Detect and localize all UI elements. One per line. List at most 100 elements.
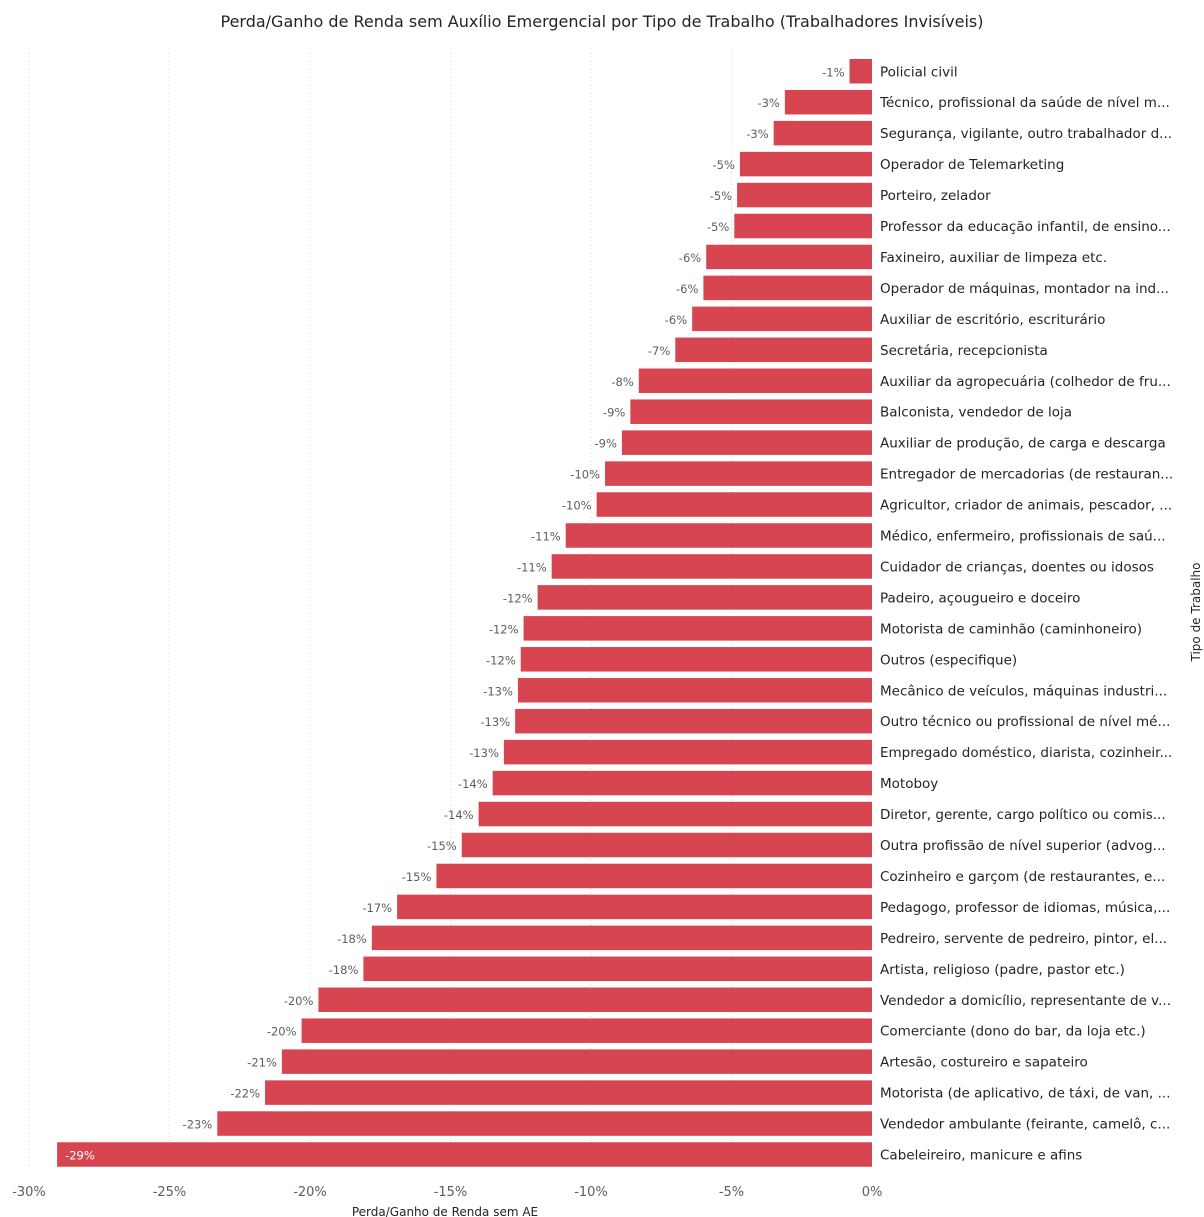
data-label: -10% bbox=[562, 499, 592, 513]
category-labels: Policial civil Técnico, profissional da s… bbox=[879, 64, 1173, 1163]
bar bbox=[397, 894, 872, 920]
bar bbox=[478, 801, 872, 827]
data-label: -10% bbox=[570, 468, 600, 482]
x-axis-ticks: -30% -25% -20% -15% -10% -5% 0% bbox=[12, 1185, 882, 1200]
bar bbox=[605, 461, 872, 486]
category-label: Cozinheiro e garçom (de restaurantes, e.… bbox=[880, 869, 1165, 885]
category-label: Técnico, profissional da saúde de nível … bbox=[879, 95, 1170, 111]
bar bbox=[217, 1111, 872, 1136]
category-label: Entregador de mercadorias (de restauran.… bbox=[880, 467, 1173, 483]
bar bbox=[537, 585, 872, 610]
data-label: -20% bbox=[284, 994, 314, 1008]
data-labels: -1% -3% -3% -5% -5% -5% -6% -6% -6% -7% -8% -9% -9% -… bbox=[65, 65, 844, 1162]
x-tick-label: -20% bbox=[293, 1185, 327, 1200]
category-label: Comerciante (dono do bar, da loja etc.) bbox=[880, 1024, 1146, 1040]
bar bbox=[517, 678, 872, 703]
category-label: Pedreiro, servente de pedreiro, pintor, … bbox=[880, 931, 1167, 947]
category-label: Operador de Telemarketing bbox=[880, 157, 1064, 173]
bar bbox=[492, 770, 872, 796]
x-tick-label: -25% bbox=[153, 1185, 187, 1200]
category-label: Outro técnico ou profissional de nível m… bbox=[880, 714, 1170, 730]
bar bbox=[739, 151, 872, 177]
category-label: Secretária, recepcionista bbox=[880, 343, 1048, 359]
data-label: -12% bbox=[486, 653, 516, 667]
bar bbox=[565, 523, 872, 548]
data-label: -6% bbox=[676, 282, 698, 296]
data-label: -12% bbox=[489, 622, 519, 636]
data-label: -17% bbox=[362, 901, 392, 915]
bar bbox=[621, 430, 872, 455]
x-tick-label: 0% bbox=[862, 1185, 883, 1200]
data-label: -23% bbox=[183, 1118, 213, 1132]
category-label: Motorista de caminhão (caminhoneiro) bbox=[880, 621, 1142, 637]
bar bbox=[436, 863, 872, 889]
bar bbox=[737, 182, 872, 208]
data-label: -22% bbox=[230, 1087, 260, 1101]
bar bbox=[596, 492, 872, 517]
category-label: Outra profissão de nível superior (advog… bbox=[880, 838, 1166, 854]
data-label: -11% bbox=[531, 530, 561, 544]
bar bbox=[363, 956, 872, 982]
category-label: Professor da educação infantil, de ensin… bbox=[880, 219, 1171, 235]
category-label: Segurança, vigilante, outro trabalhador … bbox=[880, 126, 1172, 142]
category-label: Vendedor ambulante (feirante, camelô, c.… bbox=[880, 1117, 1170, 1133]
category-label: Balconista, vendedor de loja bbox=[880, 405, 1072, 421]
data-label: -5% bbox=[707, 220, 729, 234]
category-label: Motorista (de aplicativo, de táxi, de va… bbox=[880, 1086, 1171, 1102]
bar bbox=[515, 708, 872, 734]
category-label: Auxiliar de escritório, escriturário bbox=[880, 312, 1105, 328]
data-label: -13% bbox=[469, 746, 499, 760]
data-label: -20% bbox=[267, 1025, 297, 1039]
bar bbox=[784, 89, 872, 115]
category-label: Auxiliar da agropecuária (colhedor de fr… bbox=[880, 374, 1171, 390]
category-label: Policial civil bbox=[880, 64, 958, 80]
category-label: Pedagogo, professor de idiomas, música,.… bbox=[880, 900, 1170, 916]
bar bbox=[849, 59, 872, 84]
category-label: Artista, religioso (padre, pastor etc.) bbox=[880, 962, 1125, 978]
bar bbox=[503, 739, 872, 765]
bar bbox=[734, 213, 872, 239]
data-label: -9% bbox=[595, 437, 617, 451]
category-label: Agricultor, criador de animais, pescador… bbox=[880, 498, 1172, 514]
bar bbox=[638, 368, 872, 393]
category-label: Faxineiro, auxiliar de limpeza etc. bbox=[880, 250, 1107, 266]
bar bbox=[461, 832, 872, 858]
bar bbox=[281, 1049, 872, 1074]
x-tick-label: -5% bbox=[719, 1185, 744, 1200]
data-label: -12% bbox=[503, 591, 533, 605]
bar bbox=[706, 244, 872, 270]
bars bbox=[57, 59, 873, 1167]
category-label: Padeiro, açougueiro e doceiro bbox=[880, 590, 1080, 606]
y-axis-title: Tipo de Trabalho bbox=[1189, 563, 1203, 663]
category-label: Motoboy bbox=[880, 776, 938, 792]
data-label: -6% bbox=[665, 313, 687, 327]
data-label: -14% bbox=[444, 808, 474, 822]
category-label: Artesão, costureiro e sapateiro bbox=[880, 1055, 1088, 1071]
data-label: -15% bbox=[402, 870, 432, 884]
bar bbox=[692, 306, 872, 332]
bar bbox=[318, 987, 872, 1012]
category-label: Outros (especifique) bbox=[880, 652, 1017, 668]
category-label: Cabeleireiro, manicure e afins bbox=[880, 1148, 1082, 1164]
data-label: -3% bbox=[746, 127, 768, 141]
data-label: -8% bbox=[611, 375, 633, 389]
data-label: -15% bbox=[427, 839, 457, 853]
data-label: -7% bbox=[648, 344, 670, 358]
bar bbox=[520, 647, 872, 672]
x-tick-label: -15% bbox=[434, 1185, 468, 1200]
category-label: Vendedor a domicílio, representante de v… bbox=[880, 993, 1171, 1009]
category-label: Porteiro, zelador bbox=[880, 188, 991, 204]
data-label: -6% bbox=[679, 251, 701, 265]
x-tick-label: -30% bbox=[12, 1185, 46, 1200]
data-label: -3% bbox=[757, 96, 779, 110]
bar bbox=[265, 1080, 872, 1105]
bar bbox=[703, 275, 872, 301]
bar bbox=[57, 1142, 873, 1167]
data-label: -18% bbox=[329, 963, 359, 977]
data-label: -9% bbox=[603, 406, 625, 420]
x-tick-label: -10% bbox=[574, 1185, 608, 1200]
data-label: -1% bbox=[822, 65, 844, 79]
bar bbox=[675, 337, 872, 363]
x-axis-title: Perda/Ganho de Renda sem AE bbox=[352, 1205, 538, 1217]
